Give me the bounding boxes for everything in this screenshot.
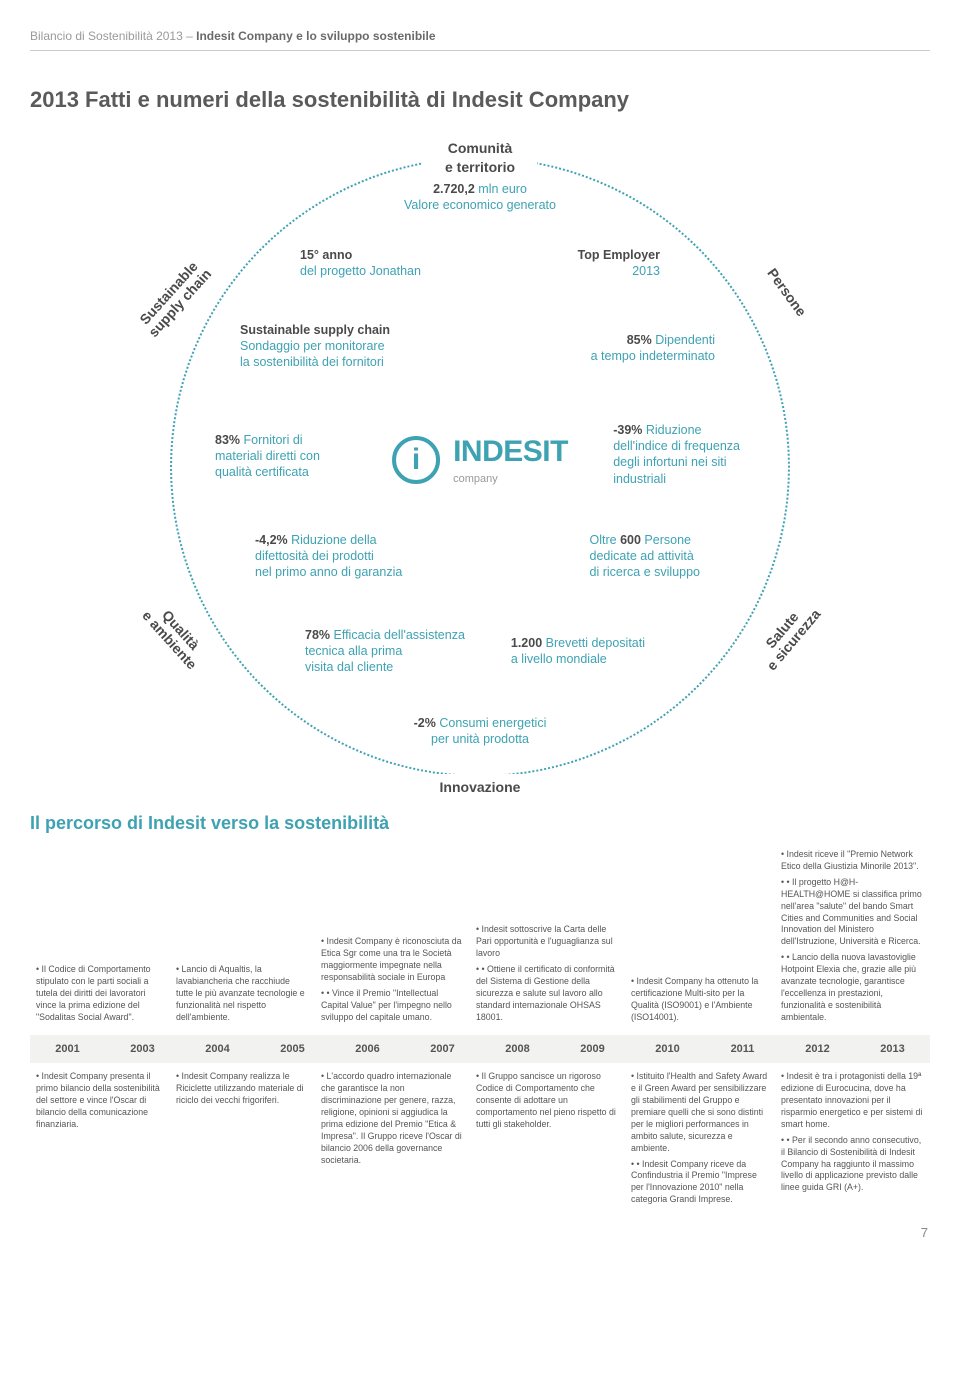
axis-label-people: Persone bbox=[754, 256, 819, 329]
year-label: 2005 bbox=[255, 1042, 330, 1057]
timeline-item: Indesit è tra i protagonisti della 19ª e… bbox=[775, 1071, 930, 1210]
header-right: Indesit Company e lo sviluppo sostenibil… bbox=[196, 29, 435, 43]
timeline-row-bottom: Indesit Company presenta il primo bilanc… bbox=[30, 1071, 930, 1210]
logo-icon: i bbox=[392, 436, 440, 484]
page-header: Bilancio di Sostenibilità 2013 – Indesit… bbox=[30, 28, 930, 51]
timeline-item: Indesit sottoscrive la Carta delle Pari … bbox=[470, 849, 625, 1027]
axis-label-community: Comunità e territorio bbox=[423, 135, 537, 181]
fact-dependents: 85% Dipendenti a tempo indeterminato bbox=[591, 332, 715, 365]
fact-energy: -2% Consumi energetici per unità prodott… bbox=[414, 715, 547, 748]
fact-patents: 1.200 Brevetti depositati a livello mond… bbox=[511, 635, 645, 668]
timeline-title: Il percorso di Indesit verso la sostenib… bbox=[30, 811, 930, 835]
fact-injuries: -39% Riduzione dell'indice di frequenza … bbox=[613, 422, 740, 487]
timeline-row-top: Il Codice di Comportamento stipulato con… bbox=[30, 849, 930, 1027]
timeline-item: Il Gruppo sancisce un rigoroso Codice di… bbox=[470, 1071, 625, 1210]
timeline-item: Indesit Company realizza le Riciclette u… bbox=[170, 1071, 315, 1210]
logo-sub: company bbox=[453, 473, 498, 485]
timeline-item: Indesit Company è riconosciuta da Etica … bbox=[315, 849, 470, 1027]
timeline-item: Indesit riceve il "Premio Network Etico … bbox=[775, 849, 930, 1027]
page-number: 7 bbox=[30, 1224, 928, 1242]
fact-suppliers: 83% Fornitori di materiali diretti con q… bbox=[215, 432, 320, 481]
year-label: 2013 bbox=[855, 1042, 930, 1057]
fact-defects: -4,2% Riduzione della difettosità dei pr… bbox=[255, 532, 402, 581]
fact-rd-people: Oltre 600 Persone dedicate ad attività d… bbox=[590, 532, 700, 581]
year-label: 2008 bbox=[480, 1042, 555, 1057]
timeline-item: Lancio di Aqualtis, la lavabiancheria ch… bbox=[170, 849, 315, 1027]
timeline-item: Istituito l'Health and Safety Award e il… bbox=[625, 1071, 775, 1210]
fact-top-employer: Top Employer 2013 bbox=[578, 247, 660, 280]
years-bar: 2001200320042005200620072008200920102011… bbox=[30, 1035, 930, 1063]
fact-jonathan: 15° anno del progetto Jonathan bbox=[300, 247, 421, 280]
year-label: 2010 bbox=[630, 1042, 705, 1057]
timeline-item: Indesit Company ha ottenuto la certifica… bbox=[625, 849, 775, 1027]
timeline-item: Il Codice di Comportamento stipulato con… bbox=[30, 849, 170, 1027]
year-label: 2012 bbox=[780, 1042, 855, 1057]
facts-circle: Comunità e territorio Innovazione Sustai… bbox=[150, 137, 810, 797]
header-left: Bilancio di Sostenibilità 2013 bbox=[30, 29, 183, 43]
year-label: 2001 bbox=[30, 1042, 105, 1057]
year-label: 2004 bbox=[180, 1042, 255, 1057]
timeline-item: L'accordo quadro internazionale che gara… bbox=[315, 1071, 470, 1210]
year-label: 2003 bbox=[105, 1042, 180, 1057]
fact-economic-value: 2.720,2 mln euro Valore economico genera… bbox=[404, 181, 556, 214]
logo-name: INDESIT bbox=[453, 435, 568, 468]
main-title: 2013 Fatti e numeri della sostenibilità … bbox=[30, 85, 930, 115]
fact-assistance: 78% Efficacia dell'assistenza tecnica al… bbox=[305, 627, 465, 676]
timeline-item: Indesit Company presenta il primo bilanc… bbox=[30, 1071, 170, 1210]
indesit-logo: i INDESIT company bbox=[392, 432, 568, 487]
timeline: Il Codice di Comportamento stipulato con… bbox=[30, 849, 930, 1210]
year-label: 2006 bbox=[330, 1042, 405, 1057]
fact-supply-chain: Sustainable supply chain Sondaggio per m… bbox=[240, 322, 390, 371]
year-label: 2007 bbox=[405, 1042, 480, 1057]
year-label: 2011 bbox=[705, 1042, 780, 1057]
year-label: 2009 bbox=[555, 1042, 630, 1057]
axis-label-innovation: Innovazione bbox=[414, 774, 547, 801]
